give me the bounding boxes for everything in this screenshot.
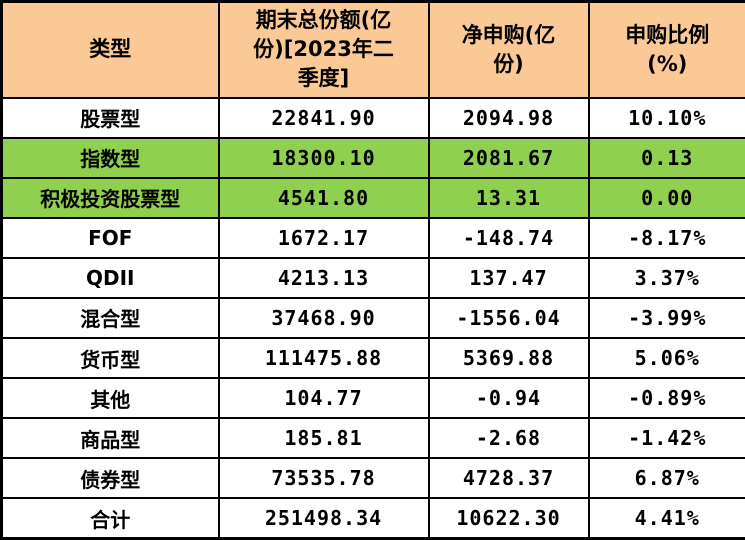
type-cell: 货币型 <box>0 336 220 380</box>
total-shares-cell: 1672.17 <box>217 216 430 259</box>
column-header-net-subscription: 净申购(亿 份) <box>427 0 590 99</box>
table-row: 指数型 18300.10 2081.67 0.13 <box>0 136 745 179</box>
table-row: 合计 251498.34 10622.30 4.41% <box>0 497 745 540</box>
subscription-ratio-cell: 3.37% <box>587 256 745 299</box>
total-shares-cell: 18300.10 <box>217 136 430 179</box>
net-subscription-cell: -148.74 <box>427 216 590 259</box>
type-cell: 混合型 <box>0 296 220 339</box>
subscription-ratio-cell: 0.13 <box>587 136 745 179</box>
total-shares-cell: 111475.88 <box>217 336 430 380</box>
table-body: 股票型 22841.90 2094.98 10.10% 指数型 18300.10… <box>0 96 745 540</box>
table-row: QDII 4213.13 137.47 3.37% <box>0 256 745 299</box>
type-cell: 股票型 <box>0 96 220 139</box>
table-row: 货币型 111475.88 5369.88 5.06% <box>0 336 745 380</box>
type-cell: 其他 <box>0 377 220 420</box>
subscription-ratio-cell: -3.99% <box>587 296 745 339</box>
total-shares-cell: 104.77 <box>217 377 430 420</box>
column-header-subscription-ratio: 申购比例 (%) <box>587 0 745 99</box>
table-row: 其他 104.77 -0.94 -0.89% <box>0 377 745 420</box>
net-subscription-cell: 4728.37 <box>427 457 590 500</box>
type-cell: 积极投资股票型 <box>0 176 220 219</box>
type-cell: 商品型 <box>0 417 220 460</box>
subscription-ratio-cell: 5.06% <box>587 336 745 380</box>
subscription-ratio-cell: 10.10% <box>587 96 745 139</box>
type-cell: QDII <box>0 256 220 299</box>
subscription-ratio-cell: 0.00 <box>587 176 745 219</box>
total-shares-cell: 185.81 <box>217 417 430 460</box>
subscription-ratio-cell: 4.41% <box>587 497 745 540</box>
column-header-type: 类型 <box>0 0 220 99</box>
table-row: FOF 1672.17 -148.74 -8.17% <box>0 216 745 259</box>
total-shares-cell: 22841.90 <box>217 96 430 139</box>
header-row: 类型 期末总份额(亿 份)[2023年二 季度] 净申购(亿 份) 申购比例 (… <box>0 0 745 99</box>
total-shares-cell: 4541.80 <box>217 176 430 219</box>
net-subscription-cell: 2081.67 <box>427 136 590 179</box>
type-cell: 指数型 <box>0 136 220 179</box>
table-row: 商品型 185.81 -2.68 -1.42% <box>0 417 745 460</box>
type-cell: FOF <box>0 216 220 259</box>
type-cell: 债券型 <box>0 457 220 500</box>
net-subscription-cell: 137.47 <box>427 256 590 299</box>
table-row: 股票型 22841.90 2094.98 10.10% <box>0 96 745 139</box>
net-subscription-cell: 5369.88 <box>427 336 590 380</box>
total-shares-cell: 73535.78 <box>217 457 430 500</box>
table-header: 类型 期末总份额(亿 份)[2023年二 季度] 净申购(亿 份) 申购比例 (… <box>0 0 745 99</box>
subscription-ratio-cell: 6.87% <box>587 457 745 500</box>
subscription-ratio-cell: -0.89% <box>587 377 745 420</box>
net-subscription-cell: -1556.04 <box>427 296 590 339</box>
column-header-total-shares: 期末总份额(亿 份)[2023年二 季度] <box>217 0 430 99</box>
net-subscription-cell: 10622.30 <box>427 497 590 540</box>
total-shares-cell: 37468.90 <box>217 296 430 339</box>
net-subscription-cell: 13.31 <box>427 176 590 219</box>
total-shares-cell: 251498.34 <box>217 497 430 540</box>
subscription-ratio-cell: -8.17% <box>587 216 745 259</box>
net-subscription-cell: -2.68 <box>427 417 590 460</box>
type-cell: 合计 <box>0 497 220 540</box>
subscription-ratio-cell: -1.42% <box>587 417 745 460</box>
table-row: 债券型 73535.78 4728.37 6.87% <box>0 457 745 500</box>
table-row: 积极投资股票型 4541.80 13.31 0.00 <box>0 176 745 219</box>
net-subscription-cell: -0.94 <box>427 377 590 420</box>
net-subscription-cell: 2094.98 <box>427 96 590 139</box>
total-shares-cell: 4213.13 <box>217 256 430 299</box>
table-row: 混合型 37468.90 -1556.04 -3.99% <box>0 296 745 339</box>
